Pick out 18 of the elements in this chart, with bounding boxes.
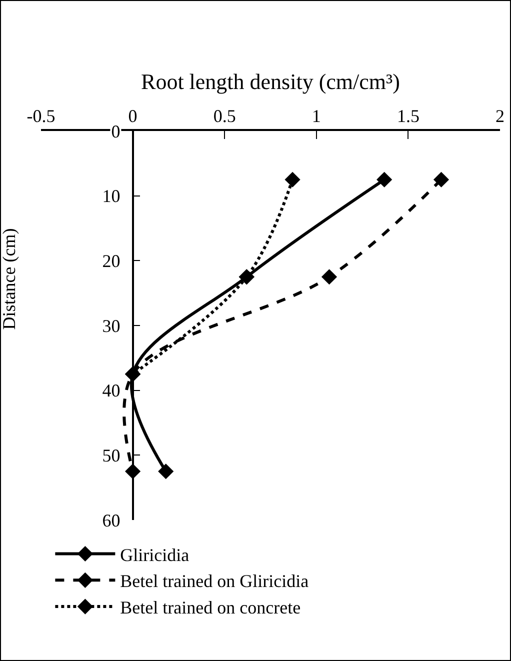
legend-label: Betel trained on Gliricidia [120, 571, 309, 592]
legend-label: Gliricidia [120, 544, 190, 565]
x-tick-label: 1 [312, 106, 321, 126]
legend-label: Betel trained on concrete [120, 598, 301, 618]
y-tick-label: 30 [102, 316, 120, 336]
y-axis-title: Distance (cm) [0, 228, 20, 330]
y-tick-label: 40 [102, 380, 120, 401]
x-tick-label: 2 [496, 106, 504, 126]
y-tick-label: 50 [102, 445, 120, 466]
x-tick-label: -0.5 [26, 106, 56, 126]
x-tick-label: 1.5 [396, 106, 420, 126]
y-tick-label: 10 [102, 186, 120, 206]
x-axis-title: Root length density (cm/cm³) [141, 69, 400, 94]
y-tick-label: 20 [102, 250, 120, 271]
x-tick-label: 0.5 [213, 106, 236, 126]
y-tick-label: 0 [111, 121, 120, 142]
x-tick-label: 0 [128, 106, 138, 126]
y-tick-label: 60 [102, 510, 120, 530]
